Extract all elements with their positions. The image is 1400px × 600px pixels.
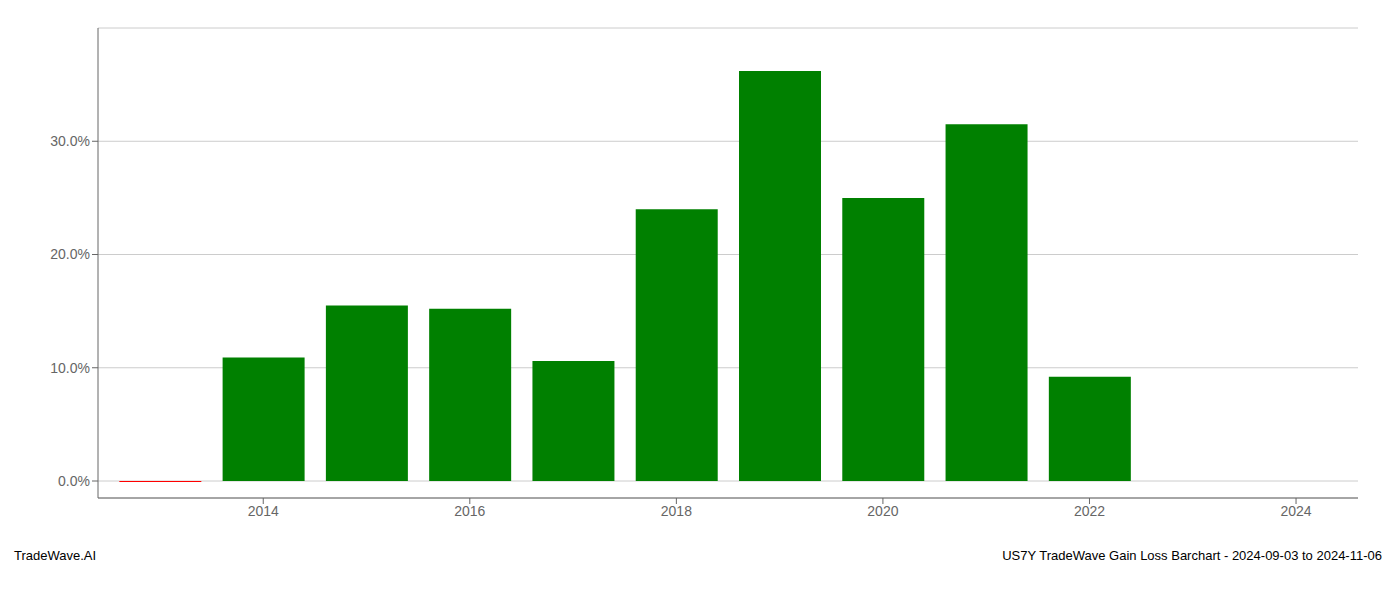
svg-text:2024: 2024 [1280,503,1311,519]
html-text:US7Y TradeWave Gain Loss Barch: US7Y TradeWave Gain Loss Barchart - 2024… [1002,548,1382,563]
svg-text:2014: 2014 [248,503,279,519]
svg-text:30.0%: 30.0% [50,133,90,149]
svg-text:10.0%: 10.0% [50,360,90,376]
html-text:TradeWave.AI: TradeWave.AI [14,548,97,563]
svg-text:2022: 2022 [1074,503,1105,519]
svg-text:20.0%: 20.0% [50,246,90,262]
svg-text:0.0%: 0.0% [58,473,90,489]
svg-text:2016: 2016 [454,503,485,519]
svg-text:2020: 2020 [867,503,898,519]
svg-text:2018: 2018 [661,503,692,519]
